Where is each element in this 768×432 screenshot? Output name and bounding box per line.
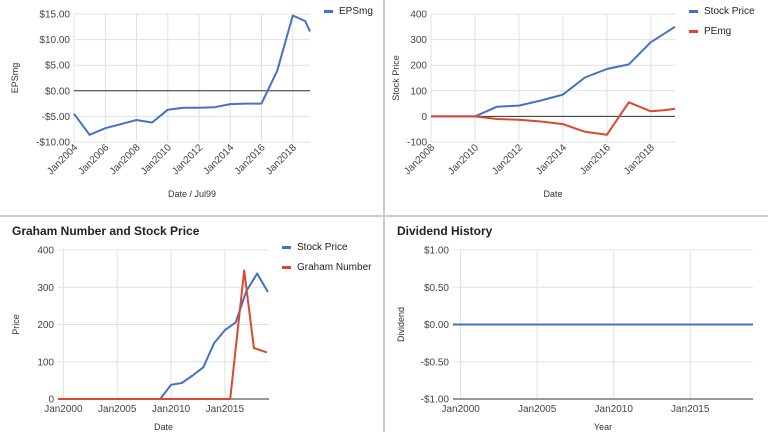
x-tick-label: Jan2016 <box>578 142 613 177</box>
dividend-chart: Dividend History $1.00 $0.50 $0.00 -$0.50 -$1… <box>396 224 753 432</box>
series-line-graham-number <box>58 269 268 400</box>
y-tick-label: 300 <box>37 283 54 294</box>
x-tick-label: Jan2000 <box>441 404 480 415</box>
series-line-stock-price <box>58 272 269 400</box>
series-line-pemg <box>431 101 676 136</box>
legend-swatch <box>689 30 698 33</box>
y-axis-title: Stock Price <box>391 55 401 101</box>
x-tick-label: Jan2015 <box>671 404 710 415</box>
x-tick-label: Jan2016 <box>233 142 268 177</box>
y-tick-label: 200 <box>410 61 427 72</box>
chart-title: Dividend History <box>397 224 493 238</box>
y-tick-label: $0.00 <box>424 320 449 331</box>
legend-swatch <box>689 10 698 13</box>
dividend-chart-panel: Dividend History $1.00 $0.50 $0.00 -$0.50 -$1… <box>385 217 768 432</box>
y-axis-title: EPSmg <box>10 63 20 94</box>
y-tick-label: 400 <box>410 10 427 21</box>
series-line-epsmg <box>73 14 311 136</box>
graham-chart-panel: Graham Number and Stock Price 400 300 200 10… <box>0 217 383 432</box>
y-tick-label: $10.00 <box>39 35 70 46</box>
chart-title: Graham Number and Stock Price <box>12 224 200 238</box>
y-tick-label: -$10.00 <box>36 138 70 149</box>
y-tick-label: 300 <box>410 35 427 46</box>
y-axis-title: Dividend <box>396 307 406 342</box>
y-tick-label: 200 <box>37 320 54 331</box>
legend-label: EPSmg <box>339 6 373 17</box>
x-axis-title: Date <box>154 422 173 432</box>
x-axis-title: Year <box>594 422 612 432</box>
legend-label: Stock Price <box>704 6 755 17</box>
x-axis-title: Date / Jul99 <box>168 189 216 199</box>
x-tick-label: Jan2018 <box>264 142 299 177</box>
x-tick-label: Jan2012 <box>170 142 205 177</box>
legend-swatch <box>282 246 291 249</box>
eps-chart: $15.00 $10.00 $5.00 $0.00 -$5.00 -$10.00 Jan20… <box>10 6 373 199</box>
y-tick-label: 100 <box>410 86 427 97</box>
y-tick-label: $5.00 <box>45 61 70 72</box>
x-tick-label: Jan2005 <box>518 404 557 415</box>
stock-pe-chart-panel: 400 300 200 100 0 -100 Jan2008 Jan2010 Jan2012 Ja… <box>385 0 768 215</box>
x-axis-title: Date <box>543 189 562 199</box>
y-tick-label: 400 <box>37 246 54 257</box>
eps-chart-panel: $15.00 $10.00 $5.00 $0.00 -$5.00 -$10.00 Jan20… <box>0 0 383 215</box>
y-tick-label: $1.00 <box>424 246 449 257</box>
y-axis-title: Price <box>11 314 21 335</box>
x-tick-label: Jan2005 <box>98 404 137 415</box>
x-tick-label: Jan2012 <box>490 142 525 177</box>
y-tick-label: $0.00 <box>45 86 70 97</box>
y-tick-label: 100 <box>37 357 54 368</box>
legend-swatch <box>282 266 291 269</box>
y-tick-label: -$1.00 <box>421 395 450 406</box>
x-tick-label: Jan2000 <box>44 404 83 415</box>
legend-swatch <box>324 10 333 13</box>
x-tick-label: Jan2010 <box>152 404 191 415</box>
legend-label: Graham Number <box>297 262 372 273</box>
x-tick-label: Jan2010 <box>446 142 481 177</box>
x-tick-label: Jan2018 <box>622 142 657 177</box>
y-tick-label: 0 <box>48 395 54 406</box>
y-tick-label: 0 <box>421 112 427 123</box>
x-tick-label: Jan2006 <box>76 142 111 177</box>
x-tick-label: Jan2010 <box>595 404 634 415</box>
graham-chart: Graham Number and Stock Price 400 300 200 10… <box>11 224 372 432</box>
x-tick-label: Jan2015 <box>206 404 245 415</box>
legend-label: PEmg <box>704 26 731 37</box>
y-tick-label: -100 <box>407 138 427 149</box>
x-tick-label: Jan2014 <box>201 142 236 177</box>
x-tick-label: Jan2008 <box>108 142 143 177</box>
y-tick-label: $0.50 <box>424 283 449 294</box>
legend-label: Stock Price <box>297 242 348 253</box>
y-tick-label: -$0.50 <box>421 357 450 368</box>
x-tick-label: Jan2010 <box>139 142 174 177</box>
series-line-stock-price <box>431 25 676 118</box>
y-tick-label: $15.00 <box>39 10 70 21</box>
y-tick-label: -$5.00 <box>42 112 71 123</box>
x-tick-label: Jan2014 <box>534 142 569 177</box>
